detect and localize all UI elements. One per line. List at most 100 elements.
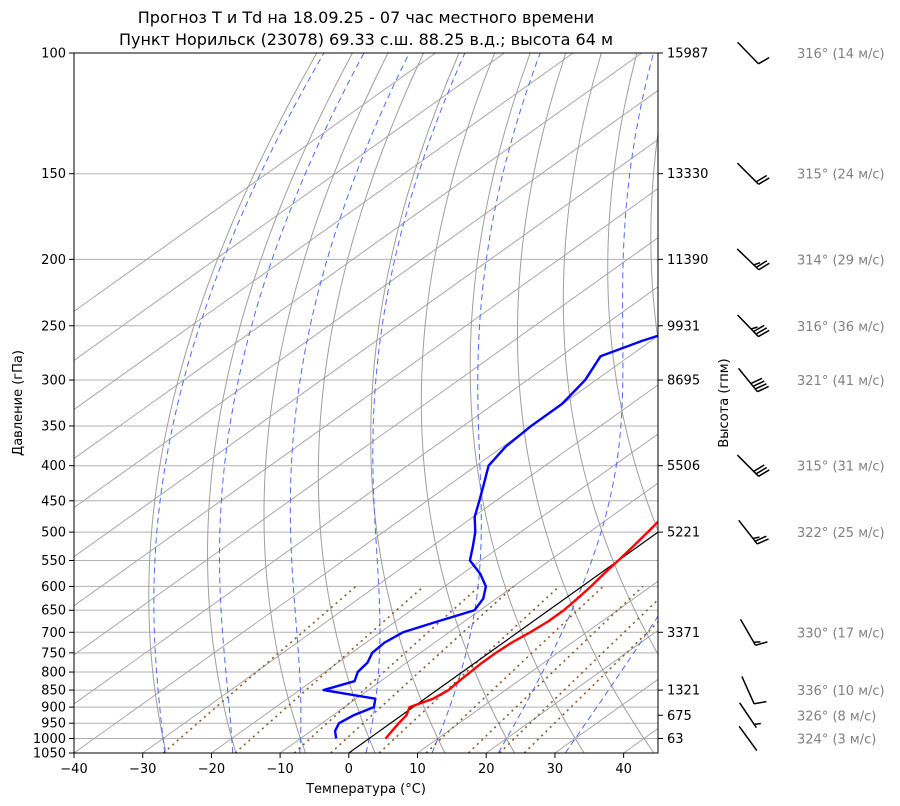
wind-barb-shaft <box>739 618 757 646</box>
wind-barb-flag <box>753 464 765 472</box>
height-tick-label: 1321 <box>667 684 700 699</box>
wind-label: 322° (25 м/с) <box>797 526 885 541</box>
isotherm-line <box>74 53 574 411</box>
isotherm-line <box>74 138 658 558</box>
mixing-ratio-line <box>523 621 658 753</box>
wind-barb-flag <box>753 700 767 705</box>
moist-adiabat-line <box>497 53 654 753</box>
wind-label: 314° (29 м/с) <box>797 253 885 268</box>
y-tick-label: 850 <box>41 684 66 699</box>
y-tick-label: 450 <box>41 494 66 509</box>
y-tick-label: 650 <box>41 604 66 619</box>
dry-adiabat-line <box>148 53 318 753</box>
x-tick-label: −40 <box>60 762 87 777</box>
zero-isotherm-line <box>348 531 658 753</box>
height-tick-label: 8695 <box>667 374 700 389</box>
x-tick-label: −10 <box>266 762 293 777</box>
y-tick-label: 350 <box>41 419 66 434</box>
y-axis-label-right: Высота (гпм) <box>717 358 732 447</box>
wind-barb-flag <box>758 262 770 271</box>
moist-adiabat-line <box>218 53 365 753</box>
wind-barb-shaft <box>737 367 759 393</box>
wind-barb-flag <box>758 469 770 477</box>
y-tick-label: 600 <box>41 580 66 595</box>
wind-barb-shaft <box>737 314 759 338</box>
axes: −40 −30 −20 −10 0 10 20 30 40 100 150 200 250 300 350 4… <box>33 47 708 778</box>
isotherm-line <box>74 188 658 607</box>
y-tick-label: 300 <box>41 374 66 389</box>
wind-barb-shaft <box>738 725 758 752</box>
x-tick-label: 40 <box>615 762 632 777</box>
dry-adiabat-line <box>370 53 460 753</box>
wind-barb-flag <box>755 466 768 475</box>
x-tick-label: 20 <box>478 762 495 777</box>
wind-label: 321° (41 м/с) <box>797 374 885 389</box>
temperature-profile-line <box>384 520 658 740</box>
chart-title-line-1: Прогноз T и Td на 18.09.25 - 07 час мест… <box>137 8 595 27</box>
x-axis-label: Температура (°C) <box>305 782 426 797</box>
isotherm-line <box>74 53 643 460</box>
height-tick-label: 63 <box>667 732 684 747</box>
wind-barb <box>738 519 769 545</box>
chart-title-line-2: Пункт Норильск (23078) 69.33 с.ш. 88.25 … <box>118 30 614 49</box>
dry-adiabat-line <box>207 53 353 753</box>
wind-barb <box>738 725 758 752</box>
wind-barb-flag <box>755 327 768 335</box>
plot-frame <box>73 52 659 754</box>
wind-barb-shaft <box>738 519 758 545</box>
dry-adiabat-line <box>812 53 900 753</box>
wind-barb <box>736 454 770 477</box>
wind-label: 330° (17 м/с) <box>797 626 885 641</box>
y-tick-label: 500 <box>41 526 66 541</box>
height-tick-label: 3371 <box>667 626 700 641</box>
height-tick-label: 675 <box>667 709 692 724</box>
mixing-ratio-line <box>330 585 515 753</box>
wind-barb-flag <box>758 177 770 185</box>
isotherm-line <box>74 53 505 362</box>
height-tick-label: 9931 <box>667 319 700 334</box>
y-tick-label: 950 <box>41 717 66 732</box>
dry-adiabat-line <box>773 53 900 753</box>
wind-barb-flag <box>750 377 763 385</box>
wind-barb <box>737 41 770 65</box>
wind-barb-flag <box>752 380 765 387</box>
mixing-ratio-line <box>467 585 644 753</box>
wind-barb-flag <box>755 174 768 183</box>
dewpoint-profile-line <box>322 334 658 739</box>
mixing-ratio-line <box>293 585 480 753</box>
isotherm-line <box>74 53 436 312</box>
x-tick-label: 0 <box>345 762 353 777</box>
wind-barb-shaft <box>736 454 760 477</box>
dry-adiabat-line <box>849 53 900 753</box>
wind-barb-shaft <box>737 41 759 65</box>
x-tick-label: 30 <box>547 762 564 777</box>
wind-barb-flag <box>756 538 769 545</box>
profile-lines <box>322 334 658 740</box>
reference-lines <box>74 53 900 753</box>
y-tick-label: 900 <box>41 701 66 716</box>
y-tick-label: 1000 <box>33 732 66 747</box>
wind-label: 326° (8 м/с) <box>797 709 876 724</box>
wind-label: 315° (24 м/с) <box>797 168 885 183</box>
isotherm-line <box>74 237 658 656</box>
wind-barb-flag <box>754 535 767 542</box>
y-tick-label: 550 <box>41 554 66 569</box>
isotherm-line <box>279 482 658 753</box>
y-tick-label: 750 <box>41 646 66 661</box>
isotherm-line <box>485 629 658 753</box>
x-tick-label: −20 <box>198 762 225 777</box>
wind-label: 316° (36 м/с) <box>797 320 885 335</box>
dry-adiabat-line <box>733 53 900 753</box>
height-tick-label: 13330 <box>667 167 708 182</box>
wind-barb-flag <box>754 383 767 390</box>
wind-label: 316° (14 м/с) <box>797 47 885 62</box>
wind-barb-shaft <box>736 248 760 271</box>
moist-adiabat-line <box>431 53 541 753</box>
dry-adiabat-line <box>263 53 389 753</box>
wind-barbs: 316° (14 м/с) 315° (24 м/с) 314° (29 м/с) 3… <box>736 41 885 752</box>
isotherm-line <box>623 727 658 753</box>
isotherm-line <box>211 433 658 753</box>
isotherm-line <box>74 89 658 509</box>
wind-barb-flag <box>758 329 770 338</box>
